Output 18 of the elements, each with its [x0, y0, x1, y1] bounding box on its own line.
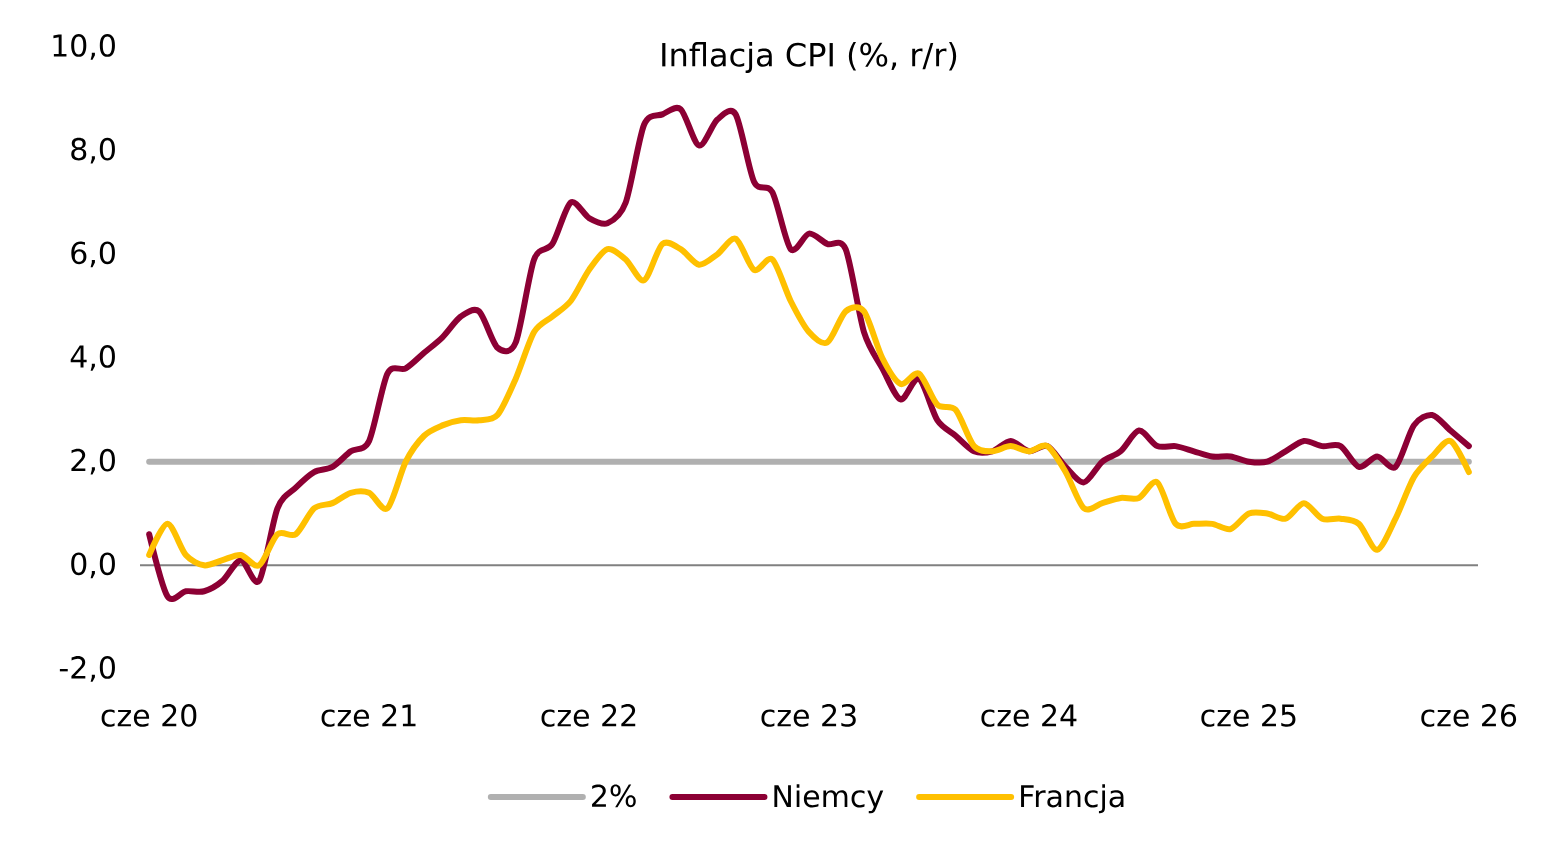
legend-label: 2%	[592, 784, 636, 808]
y-tick-label: 0,0	[71, 552, 115, 579]
y-tick-label: -2,0	[59, 656, 115, 682]
x-tick-label: cze 21	[321, 704, 416, 727]
legend-label: Francja	[1021, 784, 1124, 814]
chart-title: Inflacja CPI (%, r/r)	[662, 42, 957, 74]
x-tick-label: cze 22	[541, 704, 636, 727]
legend-label: Niemcy	[774, 784, 884, 814]
x-tick-label: cze 23	[761, 704, 856, 727]
x-tick-label: cze 26	[1421, 704, 1517, 727]
y-tick-label: 8,0	[71, 137, 115, 164]
x-tick-label: cze 24	[981, 704, 1077, 727]
y-tick-label: 4,0	[70, 345, 115, 371]
x-tick-label: cze 20	[101, 704, 197, 727]
y-tick-label: 2,0	[71, 448, 115, 475]
y-tick-label: 10,0	[53, 34, 115, 60]
x-tick-label: cze 25	[1201, 704, 1296, 727]
y-tick-label: 6,0	[71, 241, 115, 268]
